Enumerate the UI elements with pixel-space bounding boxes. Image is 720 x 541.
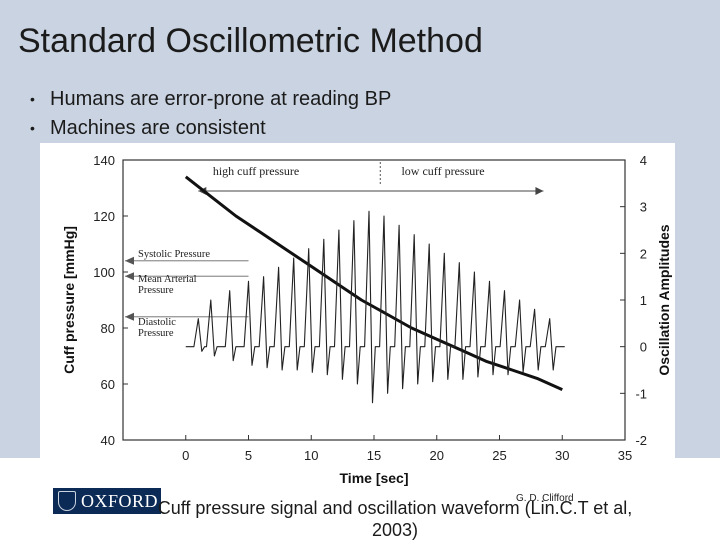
- x-tick-label: 10: [304, 448, 318, 463]
- y-tick-label: 140: [93, 153, 115, 168]
- mean-arterial-arrow-icon: [125, 272, 134, 281]
- crest-icon: [58, 491, 76, 511]
- oscillation-waveform: [185, 210, 565, 404]
- slide-title: Standard Oscillometric Method: [18, 22, 483, 60]
- x-tick-label: 35: [618, 448, 632, 463]
- x-tick-label: 30: [555, 448, 569, 463]
- oscillometric-chart: 0 5 10 15 20 25 30 35 40 60 80 100 120 140 -2 -1 0 1 2 3 4 Ti…: [40, 143, 675, 490]
- caption-line: 2003): [371, 520, 419, 540]
- systolic-arrow-icon: [125, 256, 134, 265]
- y2-tick-label: -2: [635, 433, 647, 448]
- y2-axis-label: Oscillation Amplitudes: [656, 224, 672, 375]
- chart-svg: 0 5 10 15 20 25 30 35 40 60 80 100 120 140 -2 -1 0 1 2 3 4 Ti…: [61, 153, 672, 486]
- y-tick-label: 80: [101, 321, 115, 336]
- y-tick-label: 120: [93, 209, 115, 224]
- x-tick-label: 25: [492, 448, 506, 463]
- y-axis-label: Cuff pressure [mmHg]: [61, 226, 77, 374]
- x-tick-label: 20: [430, 448, 444, 463]
- x-axis-label: Time [sec]: [340, 470, 409, 486]
- y-tick-label: 60: [101, 377, 115, 392]
- x-tick-label: 0: [182, 448, 189, 463]
- cuff-pressure-line: [184, 175, 563, 391]
- y2-tick-label: 1: [640, 293, 647, 308]
- caption-line: Cuff pressure signal and oscillation wav…: [157, 498, 633, 518]
- bullet-text: Machines are consistent: [50, 117, 266, 139]
- oxford-logo: OXFORD: [53, 488, 161, 514]
- plot-frame: [122, 159, 626, 441]
- annotation-low-cuff: low cuff pressure: [401, 164, 484, 178]
- figure-caption: Cuff pressure signal and oscillation wav…: [100, 497, 690, 541]
- logo-text: OXFORD: [81, 491, 159, 511]
- bullet-list: • Humans are error-prone at reading BP • M…: [30, 85, 391, 143]
- y2-tick-label: 4: [640, 153, 647, 168]
- author-credit: G. D. Clifford: [516, 493, 574, 504]
- diastolic-label: Diastolic: [138, 317, 176, 328]
- bullet-item: • Humans are error-prone at reading BP: [30, 88, 392, 110]
- diastolic-arrow-icon: [125, 312, 134, 321]
- bullet-text: Humans are error-prone at reading BP: [50, 88, 392, 110]
- systolic-label: Systolic Pressure: [138, 249, 210, 260]
- y2-tick-label: -1: [635, 386, 647, 401]
- arrow-right-icon: [535, 187, 544, 195]
- mean-arterial-label: Mean Arterial: [138, 274, 197, 285]
- y-tick-label: 100: [93, 265, 115, 280]
- annotation-high-cuff: high cuff pressure: [213, 164, 299, 178]
- x-tick-label: 15: [367, 448, 381, 463]
- y2-tick-label: 2: [640, 246, 647, 261]
- diastolic-label: Pressure: [138, 328, 174, 339]
- y-tick-label: 40: [101, 433, 115, 448]
- bullet-item: • Machines are consistent: [30, 117, 266, 139]
- y2-tick-label: 3: [640, 200, 647, 215]
- x-tick-label: 5: [245, 448, 252, 463]
- mean-arterial-label: Pressure: [138, 285, 174, 296]
- y2-tick-label: 0: [640, 340, 647, 355]
